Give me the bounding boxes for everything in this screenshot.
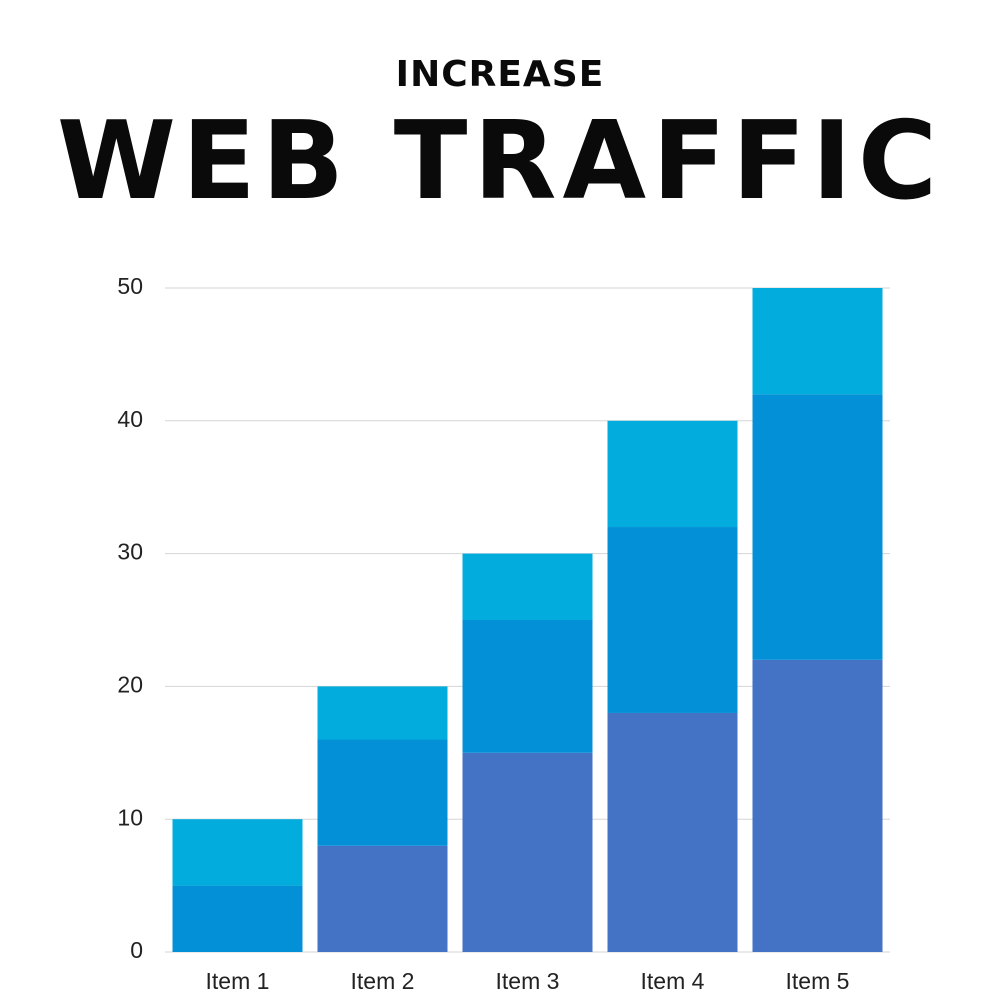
x-tick-label: Item 3 [496,968,560,994]
bar-segment [172,885,303,952]
bar-segment [172,819,303,886]
y-tick-label: 40 [117,406,143,432]
x-tick-label: Item 4 [641,968,705,994]
bar-segment [607,712,738,952]
x-tick-label: Item 5 [786,968,850,994]
bar-segment [607,527,738,713]
y-tick-label: 30 [117,539,143,565]
bar-segment [462,553,593,620]
bar-segment [607,420,738,528]
bar-segment [462,752,593,952]
x-tick-label: Item 2 [351,968,415,994]
y-tick-label: 0 [130,937,143,963]
y-tick-label: 10 [117,804,143,830]
x-tick-label: Item 1 [206,968,270,994]
bar-segment [317,739,448,846]
bar-segment [462,620,593,753]
y-tick-label: 20 [117,671,143,697]
y-tick-label: 50 [117,273,143,299]
bar-segment [317,686,448,740]
chart-subtitle: INCREASE [396,54,605,95]
bar-segment [317,845,448,952]
bar-segment [752,288,883,395]
bar-segment [752,394,883,660]
bar-segment [752,659,883,952]
chart-title: WEB TRAFFIC [57,99,943,224]
